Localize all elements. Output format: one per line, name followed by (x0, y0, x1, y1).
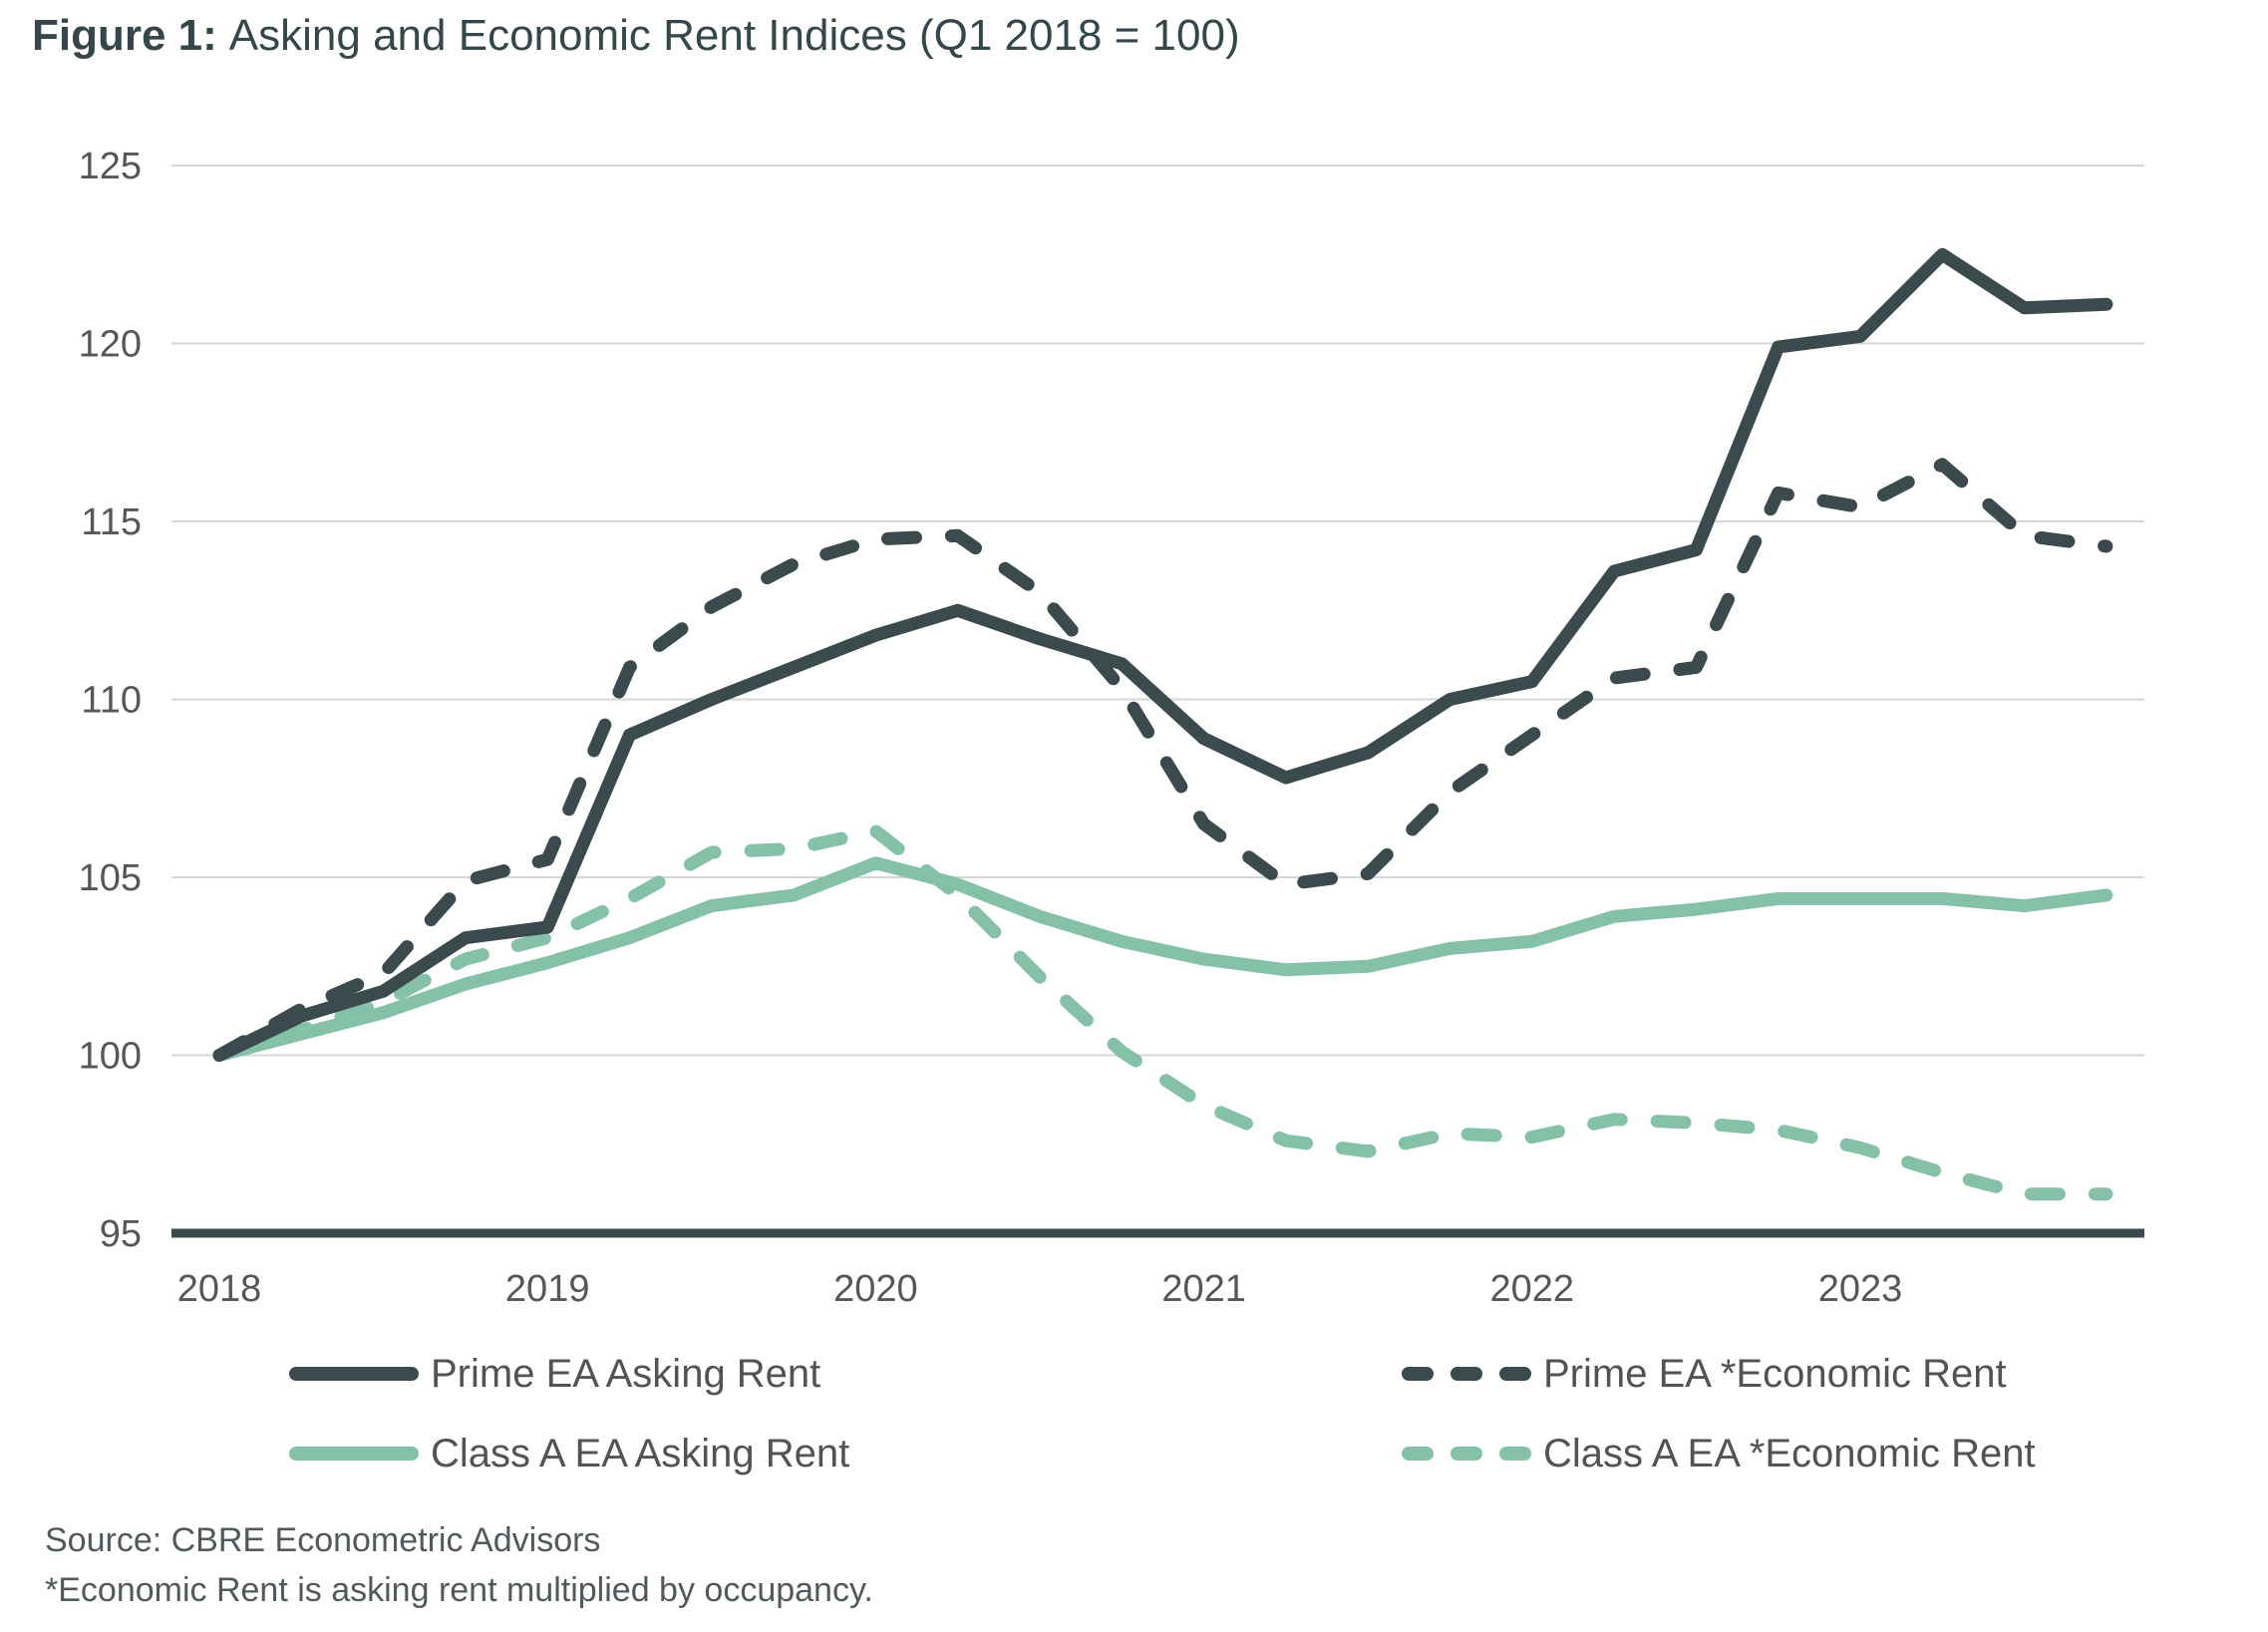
x-tick-label-2023: 2023 (1818, 1268, 1903, 1310)
legend-label: Prime EA *Economic Rent (1543, 1351, 2007, 1396)
series-line-class-a-ea-economic-rent (212, 824, 2113, 1201)
y-tick-label-95: 95 (100, 1213, 142, 1255)
footnote-line: *Economic Rent is asking rent multiplied… (45, 1571, 873, 1609)
legend-item-prime-economic: Prime EA *Economic Rent (1402, 1348, 2036, 1400)
legend-label: Class A EA *Economic Rent (1543, 1431, 2036, 1475)
legend-swatch-classa-economic-line (1402, 1447, 1531, 1461)
rent-index-line-chart: 95 100 105 110 115 120 125 2018 2019 2020 2021 2022… (79, 146, 2144, 1310)
chart-title-prefix: Figure 1: (32, 11, 217, 60)
series-line-class-a-ea-asking-rent (212, 856, 2113, 1062)
chart-title-text: Asking and Economic Rent Indices (Q1 201… (228, 11, 1240, 60)
y-tick-label-125: 125 (79, 146, 142, 187)
legend-item-classa-asking: Class A EA Asking Rent (289, 1428, 1402, 1479)
x-tick-label-2021: 2021 (1161, 1268, 1246, 1310)
x-tick-label-2018: 2018 (177, 1268, 262, 1310)
legend-swatch-prime-economic-line (1402, 1367, 1531, 1381)
x-tick-label-2022: 2022 (1490, 1268, 1575, 1310)
legend-item-prime-asking: Prime EA Asking Rent (289, 1348, 1402, 1400)
source-line: Source: CBRE Econometric Advisors (45, 1521, 601, 1559)
y-tick-label-120: 120 (79, 324, 142, 366)
y-tick-label-105: 105 (79, 857, 142, 899)
legend-item-classa-economic: Class A EA *Economic Rent (1402, 1428, 2036, 1479)
chart-legend: Prime EA Asking Rent Prime EA *Economic … (289, 1348, 2036, 1479)
x-tick-label-2020: 2020 (833, 1268, 918, 1310)
legend-label: Class A EA Asking Rent (431, 1431, 850, 1475)
legend-label: Prime EA Asking Rent (431, 1351, 821, 1396)
legend-swatch-classa-asking-line (289, 1447, 419, 1461)
y-tick-label-115: 115 (81, 501, 142, 543)
series-line-prime-ea-asking-rent (212, 247, 2113, 1062)
x-tick-label-2019: 2019 (505, 1268, 590, 1310)
y-tick-label-100: 100 (79, 1036, 142, 1078)
chart-title: Figure 1: Asking and Economic Rent Indice… (32, 10, 1240, 63)
legend-swatch-prime-asking-line (289, 1367, 419, 1381)
series-line-prime-ea-economic-rent (212, 458, 2113, 1062)
chart-footnotes: Source: CBRE Econometric Advisors *Econo… (45, 1515, 873, 1615)
y-tick-label-110: 110 (81, 680, 142, 722)
